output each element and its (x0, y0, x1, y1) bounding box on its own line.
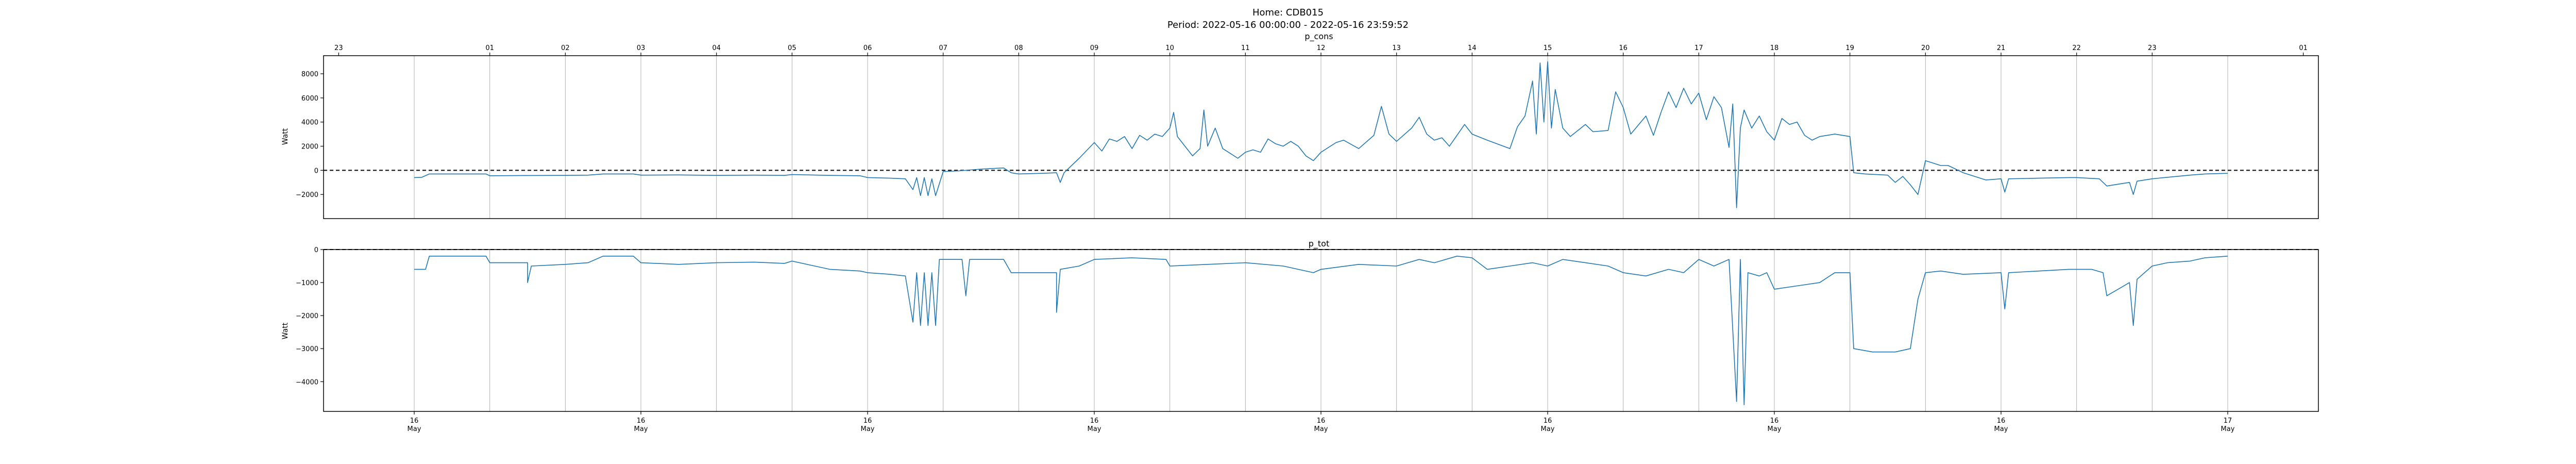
top-tick-label: 01 (485, 44, 494, 52)
p-cons-ylabel: Watt (281, 128, 290, 145)
top-tick-label: 13 (1392, 44, 1401, 52)
p-tot-panel: p_tot Watt −4000 −3000 −2000 −1000 0 16 May 16 M… (281, 239, 2319, 433)
bottom-tick-label: 16 May (1994, 417, 2008, 433)
p-cons-panel: p_cons Watt −2000 0 2000 4000 6000 8000 23 01 02… (281, 31, 2319, 219)
y-tick-label: −1000 (296, 279, 318, 287)
y-tick-label: 6000 (301, 95, 318, 103)
top-tick-label: 09 (1090, 44, 1099, 52)
top-tick-label: 19 (1845, 44, 1854, 52)
bottom-tick-label: 17 May (2221, 417, 2235, 433)
y-tick-label: 0 (314, 167, 318, 175)
top-tick-label: 10 (1165, 44, 1174, 52)
top-tick-label: 06 (863, 44, 872, 52)
series-line (414, 255, 2228, 406)
top-tick-label: 22 (2072, 44, 2081, 52)
bottom-tick-label: 16 May (1314, 417, 1328, 433)
figure-title: Home: CDB015 (1252, 7, 1324, 18)
bottom-tick-label: 16 May (1541, 417, 1555, 433)
top-tick-label: 17 (1694, 44, 1703, 52)
y-tick-label: 0 (314, 246, 318, 254)
y-tick-label: 8000 (301, 71, 318, 78)
p-tot-title: p_tot (1309, 239, 1330, 249)
top-tick-label: 20 (1921, 44, 1930, 52)
top-tick-label: 07 (939, 44, 947, 52)
top-tick-label: 11 (1241, 44, 1250, 52)
top-tick-label: 04 (712, 44, 721, 52)
top-tick-label: 08 (1014, 44, 1023, 52)
p-cons-title: p_cons (1304, 31, 1333, 42)
y-tick-label: −2000 (296, 191, 318, 199)
bottom-tick-label: 16 May (1088, 417, 1101, 433)
p-tot-ylabel: Watt (281, 322, 290, 339)
top-tick-label: 14 (1468, 44, 1477, 52)
top-tick-label: 12 (1317, 44, 1326, 52)
top-tick-label: 05 (788, 44, 796, 52)
bottom-tick-label: 16 May (1768, 417, 1782, 433)
figure-period-subtitle: Period: 2022-05-16 00:00:00 - 2022-05-16… (1167, 20, 1409, 30)
top-tick-label: 15 (1544, 44, 1552, 52)
bottom-tick-label: 16 May (408, 417, 421, 433)
top-tick-label: 23 (2148, 44, 2157, 52)
top-tick-label: 02 (561, 44, 570, 52)
top-tick-label: 18 (1770, 44, 1779, 52)
top-tick-label: 16 (1619, 44, 1628, 52)
top-tick-label: 23 (334, 44, 343, 52)
top-tick-label: 01 (2299, 44, 2308, 52)
y-tick-label: 2000 (301, 143, 318, 151)
y-tick-label: −4000 (296, 378, 318, 386)
top-tick-label: 03 (637, 44, 646, 52)
series-line (414, 61, 2228, 208)
bottom-tick-label: 16 May (634, 417, 648, 433)
y-tick-label: −3000 (296, 345, 318, 353)
bottom-tick-label: 16 May (861, 417, 875, 433)
y-tick-label: −2000 (296, 312, 318, 320)
top-tick-label: 21 (1997, 44, 2006, 52)
y-tick-label: 4000 (301, 119, 318, 127)
